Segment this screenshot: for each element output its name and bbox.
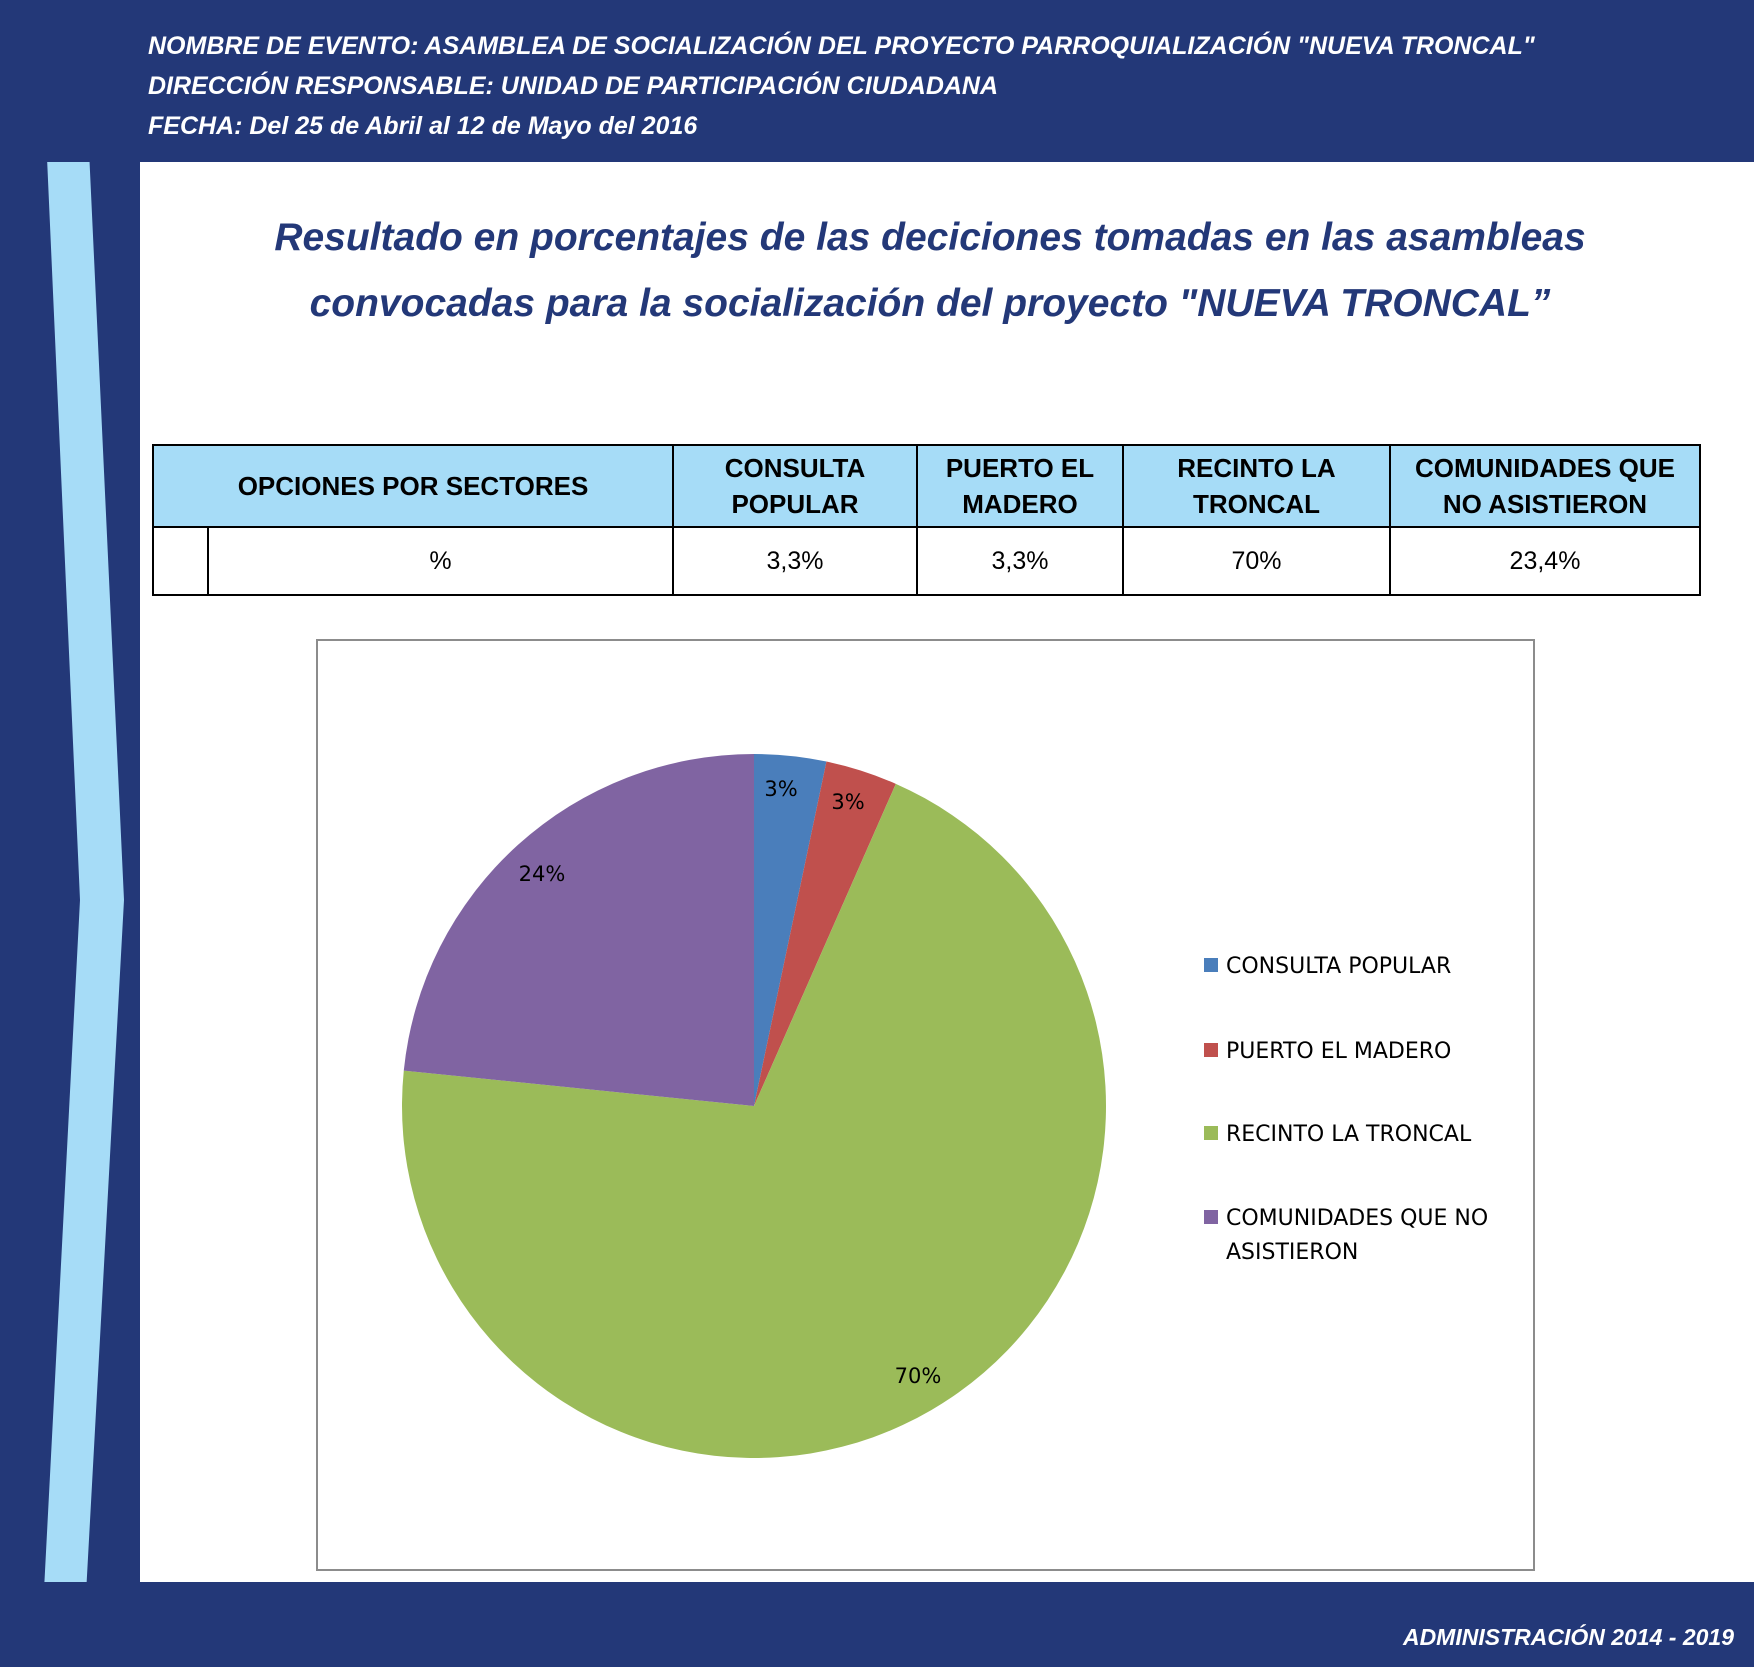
date-line: FECHA: Del 25 de Abril al 12 de Mayo del… <box>148 112 698 140</box>
table-row: % 3,3% 3,3% 70% 23,4% <box>152 526 1701 596</box>
results-table: OPCIONES POR SECTORES CONSULTA POPULAR P… <box>152 444 1701 596</box>
title-line-2: convocadas para la socialización del pro… <box>309 282 1551 325</box>
data-label-recinto-la-troncal: 70% <box>895 1364 942 1388</box>
value-cell-comunidades: 23,4% <box>1389 526 1701 596</box>
data-label-comunidades-que-no-asistieron: 24% <box>519 862 566 886</box>
data-label-consulta-popular: 3% <box>764 777 797 801</box>
empty-cell <box>152 526 209 596</box>
legend-swatch-recinto-la-troncal <box>1204 1126 1218 1140</box>
value-cell-recinto: 70% <box>1122 526 1391 596</box>
header-band <box>0 0 1754 162</box>
legend-label-consulta-popular: CONSULTA POPULAR <box>1226 954 1451 979</box>
legend-label-recinto-la-troncal: RECINTO LA TRONCAL <box>1226 1122 1472 1147</box>
header-cell-puerto: PUERTO EL MADERO <box>916 444 1124 528</box>
header-cell-options: OPCIONES POR SECTORES <box>152 444 674 528</box>
event-name-line: NOMBRE DE EVENTO: ASAMBLEA DE SOCIALIZAC… <box>148 32 1535 60</box>
responsible-line: DIRECCIÓN RESPONSABLE: UNIDAD DE PARTICI… <box>148 72 999 100</box>
header-cell-consulta: CONSULTA POPULAR <box>672 444 918 528</box>
header-cell-comunidades: COMUNIDADES QUE NO ASISTIERON <box>1389 444 1701 528</box>
pie-slice-consulta-popular <box>754 754 827 1106</box>
legend-label-comunidades-que-no-asistieron: COMUNIDADES QUE NO ASISTIERON <box>1226 1206 1488 1265</box>
pie-slice-puerto-el-madero <box>754 761 896 1106</box>
pie-slice-comunidades-que-no-asistieron <box>403 754 754 1106</box>
table-header-row: OPCIONES POR SECTORES CONSULTA POPULAR P… <box>152 444 1701 528</box>
pie-slice-recinto-la-troncal <box>402 783 1107 1459</box>
title-line-1: Resultado en porcentajes de las decicion… <box>274 216 1586 259</box>
side-decoration <box>0 0 140 1667</box>
value-cell-consulta: 3,3% <box>672 526 918 596</box>
data-label-puerto-el-madero: 3% <box>831 790 864 814</box>
row-label-cell: % <box>207 526 674 596</box>
legend-swatch-consulta-popular <box>1204 958 1218 972</box>
legend-label-puerto-el-madero: PUERTO EL MADERO <box>1226 1039 1451 1064</box>
chart-frame: 3% 3% 70% 24% CONSULTA POPULAR PUERTO EL MADE… <box>316 639 1535 1571</box>
legend-swatch-puerto-el-madero <box>1204 1043 1218 1057</box>
footer-band <box>0 1582 1754 1667</box>
value-cell-puerto: 3,3% <box>916 526 1124 596</box>
pie-chart: 3% 3% 70% 24% CONSULTA POPULAR PUERTO EL MADE… <box>402 754 1488 1459</box>
header-cell-recinto: RECINTO LA TRONCAL <box>1122 444 1391 528</box>
page-title: Resultado en porcentajes de las decicion… <box>170 205 1690 337</box>
legend-swatch-comunidades-que-no-asistieron <box>1204 1210 1218 1224</box>
footer-text: ADMINISTRACIÓN 2014 - 2019 <box>1402 1624 1734 1650</box>
